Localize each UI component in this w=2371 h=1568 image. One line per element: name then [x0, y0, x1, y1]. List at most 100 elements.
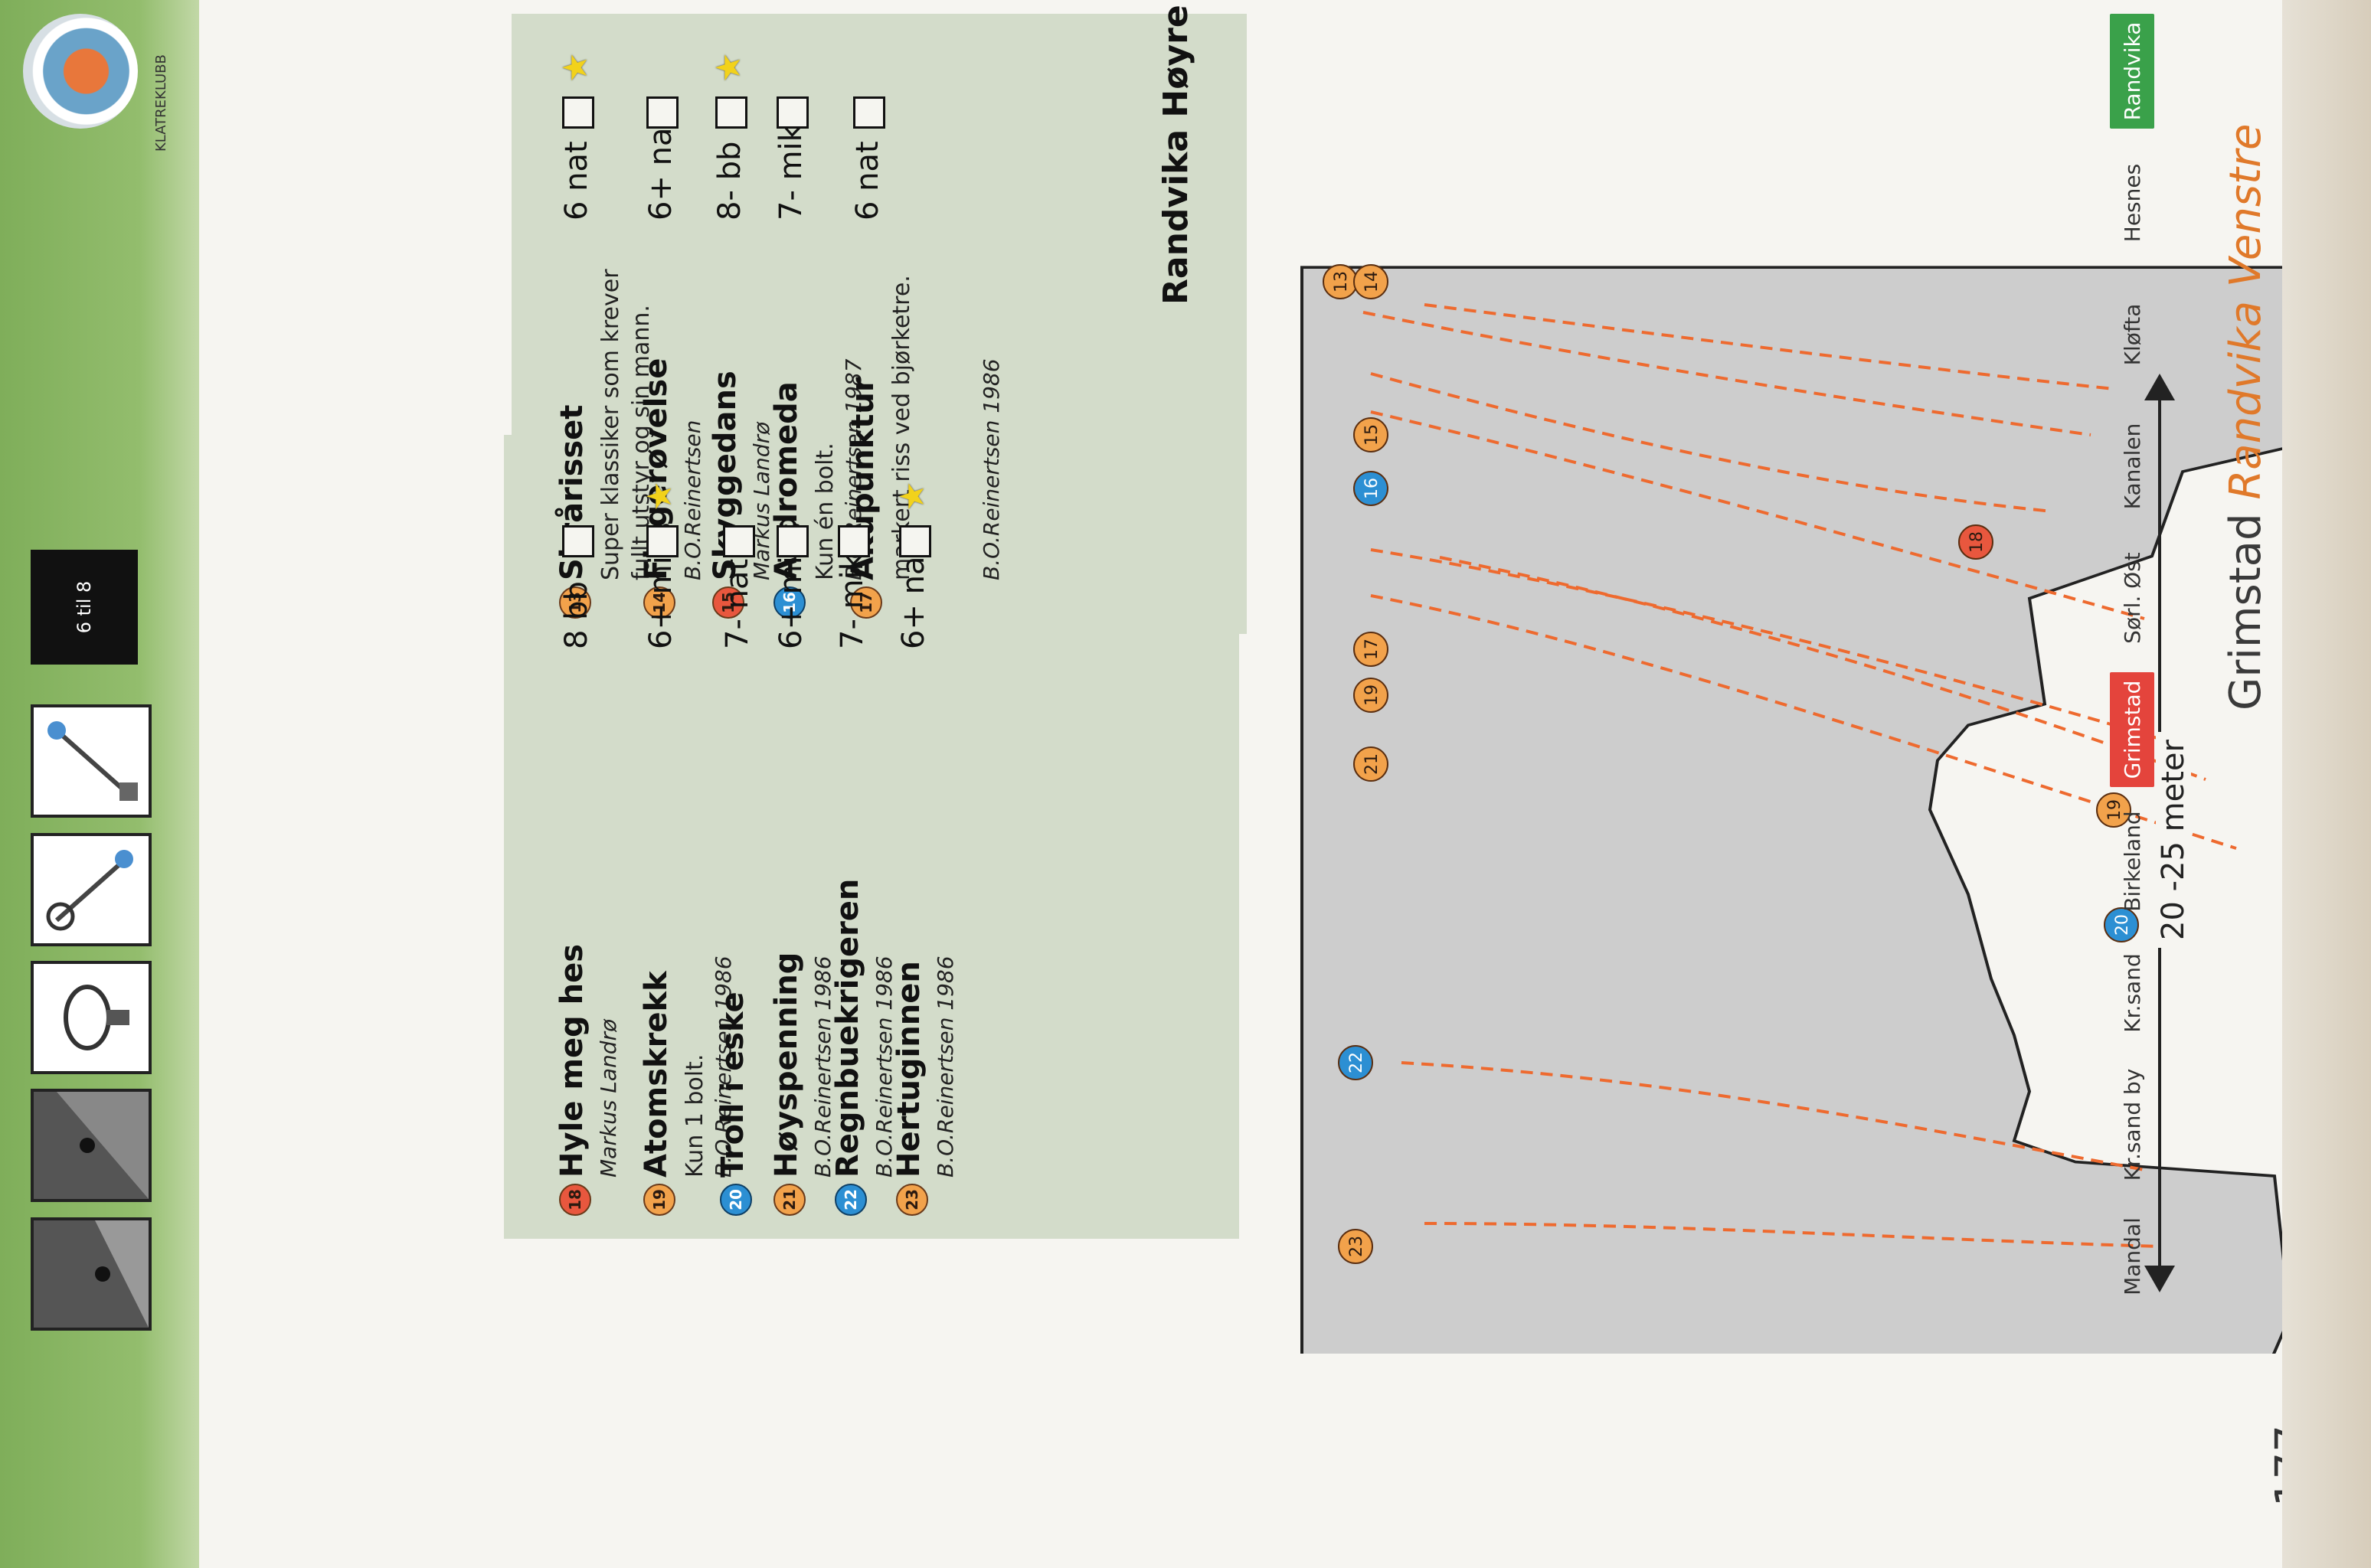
topo-marker-label: 18	[1967, 531, 1987, 553]
logo-text: KLATREKLUBB	[153, 54, 169, 152]
topo-title: Grimstad Randvika Venstre	[2221, 124, 2271, 710]
route-number-badge: 21	[773, 1184, 806, 1216]
route-line	[1439, 556, 2206, 781]
belay-device-icon	[31, 961, 152, 1074]
topo-marker: 20	[2104, 907, 2139, 942]
route-description: Kun én bolt.	[812, 443, 839, 580]
topo-marker-label: 22	[1347, 1052, 1366, 1073]
topo-diagram: 13 14 15 16 17 19 21 22 23 18 19 20	[1300, 264, 2282, 1354]
tick-checkbox[interactable]	[853, 96, 885, 129]
tab-grimstad[interactable]: Grimstad	[2110, 672, 2154, 787]
route-number-badge: 19	[643, 1184, 675, 1216]
tab-birkeland[interactable]: Birkeland	[2119, 811, 2145, 912]
route-markers: 13 14 15 16 17 19 21 22 23 18 19 20	[1323, 264, 2139, 1264]
route-grade: 6 nat	[850, 141, 885, 220]
quickdraw-icon	[31, 833, 152, 946]
route-grade: 6 nat	[559, 141, 594, 220]
topo-marker: 16	[1353, 471, 1388, 506]
tick-checkbox[interactable]	[777, 96, 809, 129]
route-first-ascent: B.O.Reinertsen 1986	[933, 956, 958, 1178]
tick-checkbox[interactable]	[723, 525, 755, 557]
topo-marker-label: 23	[1347, 1236, 1366, 1257]
slab-climber-icon	[31, 1089, 152, 1202]
topo-marker-label: 13	[1332, 271, 1351, 292]
topo-marker-label: 19	[2105, 799, 2124, 821]
route-grade: 6+ nat	[643, 115, 679, 220]
tick-checkbox[interactable]	[899, 525, 931, 557]
scale-label: 20 -25 meter	[2156, 732, 2191, 948]
route-line	[1370, 594, 2237, 850]
tab-kanalen[interactable]: Kanalen	[2119, 423, 2145, 510]
club-logo	[23, 14, 138, 129]
tab-hesnes[interactable]: Hesnes	[2119, 163, 2145, 243]
rock-face	[1300, 266, 2282, 1354]
grade-range-label: 6 til 8	[31, 550, 138, 665]
tick-checkbox[interactable]	[562, 96, 594, 129]
crack-climber-icon	[31, 1217, 152, 1331]
title-prefix: Grimstad	[2221, 513, 2271, 710]
tab-s-rl-st[interactable]: Sørl. Øst	[2119, 552, 2145, 644]
route-number-badge: 18	[559, 1184, 591, 1216]
star-icon: ★	[893, 481, 932, 511]
tab-kl-fta[interactable]: Kløfta	[2119, 303, 2145, 366]
topo-marker: 14	[1353, 264, 1388, 299]
route-name: Troll i eske	[715, 991, 751, 1178]
tab-kr-sand[interactable]: Kr.sand	[2119, 953, 2145, 1033]
route-number-badge: 22	[835, 1184, 867, 1216]
star-icon: ★	[556, 52, 595, 83]
route-line	[1362, 311, 2091, 436]
tick-checkbox[interactable]	[646, 525, 679, 557]
topo-marker-label: 16	[1362, 478, 1382, 499]
title-italic: Randvika Venstre	[2221, 123, 2271, 500]
route-line	[1370, 410, 2145, 620]
route-lines	[1362, 303, 2237, 1248]
route-line	[1370, 548, 2168, 743]
route-name: Hertuginnen	[891, 961, 927, 1178]
topo-marker-label: 19	[1362, 684, 1382, 706]
topo-marker: 15	[1353, 417, 1388, 452]
star-icon: ★	[709, 52, 748, 83]
tab-kr-sand-by[interactable]: Kr.sand by	[2119, 1068, 2145, 1181]
route-grade: 6+ nat	[896, 544, 931, 649]
topo-marker: 23	[1338, 1229, 1373, 1264]
star-icon: ★	[640, 481, 679, 511]
topo-marker: 13	[1323, 264, 1358, 299]
topo-marker: 17	[1353, 632, 1388, 667]
grade-range-text: 6 til 8	[74, 580, 95, 634]
topo-marker: 19	[1353, 678, 1388, 713]
tab-mandal[interactable]: Mandal	[2119, 1217, 2145, 1295]
topo-marker-label: 17	[1362, 639, 1382, 660]
route-name: Atomskrekk	[639, 971, 674, 1178]
tab-randvika[interactable]: Randvika	[2110, 14, 2154, 129]
topo-marker: 18	[1958, 524, 1993, 560]
topo-marker: 22	[1338, 1045, 1373, 1080]
tick-checkbox[interactable]	[838, 525, 870, 557]
route-name: Hyle meg hes	[554, 943, 590, 1178]
route-first-ascent: Markus Landrø	[596, 1018, 621, 1178]
route-line	[1401, 1061, 2145, 1171]
topo-marker: 19	[2096, 792, 2131, 828]
panel-heading: Randvika Høyre	[1156, 5, 1195, 305]
topo-marker-label: 20	[2113, 914, 2132, 936]
route-first-ascent: B.O.Reinertsen	[680, 420, 705, 580]
tick-checkbox[interactable]	[646, 96, 679, 129]
page-edge	[2282, 0, 2371, 1568]
route-grade: 8- bb	[712, 141, 747, 220]
route-number-badge: 20	[720, 1184, 752, 1216]
route-grade: 7- nat	[720, 558, 755, 649]
route-line	[1370, 372, 2053, 513]
route-name: Regnbuekrigeren	[830, 878, 865, 1178]
route-name: Høyspenning	[769, 952, 804, 1178]
route-line	[1424, 1222, 2160, 1248]
route-description: Kun 1 bolt.	[682, 1054, 708, 1178]
topo-marker-label: 14	[1362, 271, 1382, 292]
tick-checkbox[interactable]	[562, 525, 594, 557]
route-line	[1424, 303, 2114, 390]
route-grade: 8 bb	[559, 581, 594, 649]
topo-marker-label: 15	[1362, 424, 1382, 446]
tick-checkbox[interactable]	[777, 525, 809, 557]
tick-checkbox[interactable]	[715, 96, 747, 129]
route-first-ascent: B.O.Reinertsen 1986	[979, 358, 1004, 580]
route-number-badge: 23	[896, 1184, 928, 1216]
